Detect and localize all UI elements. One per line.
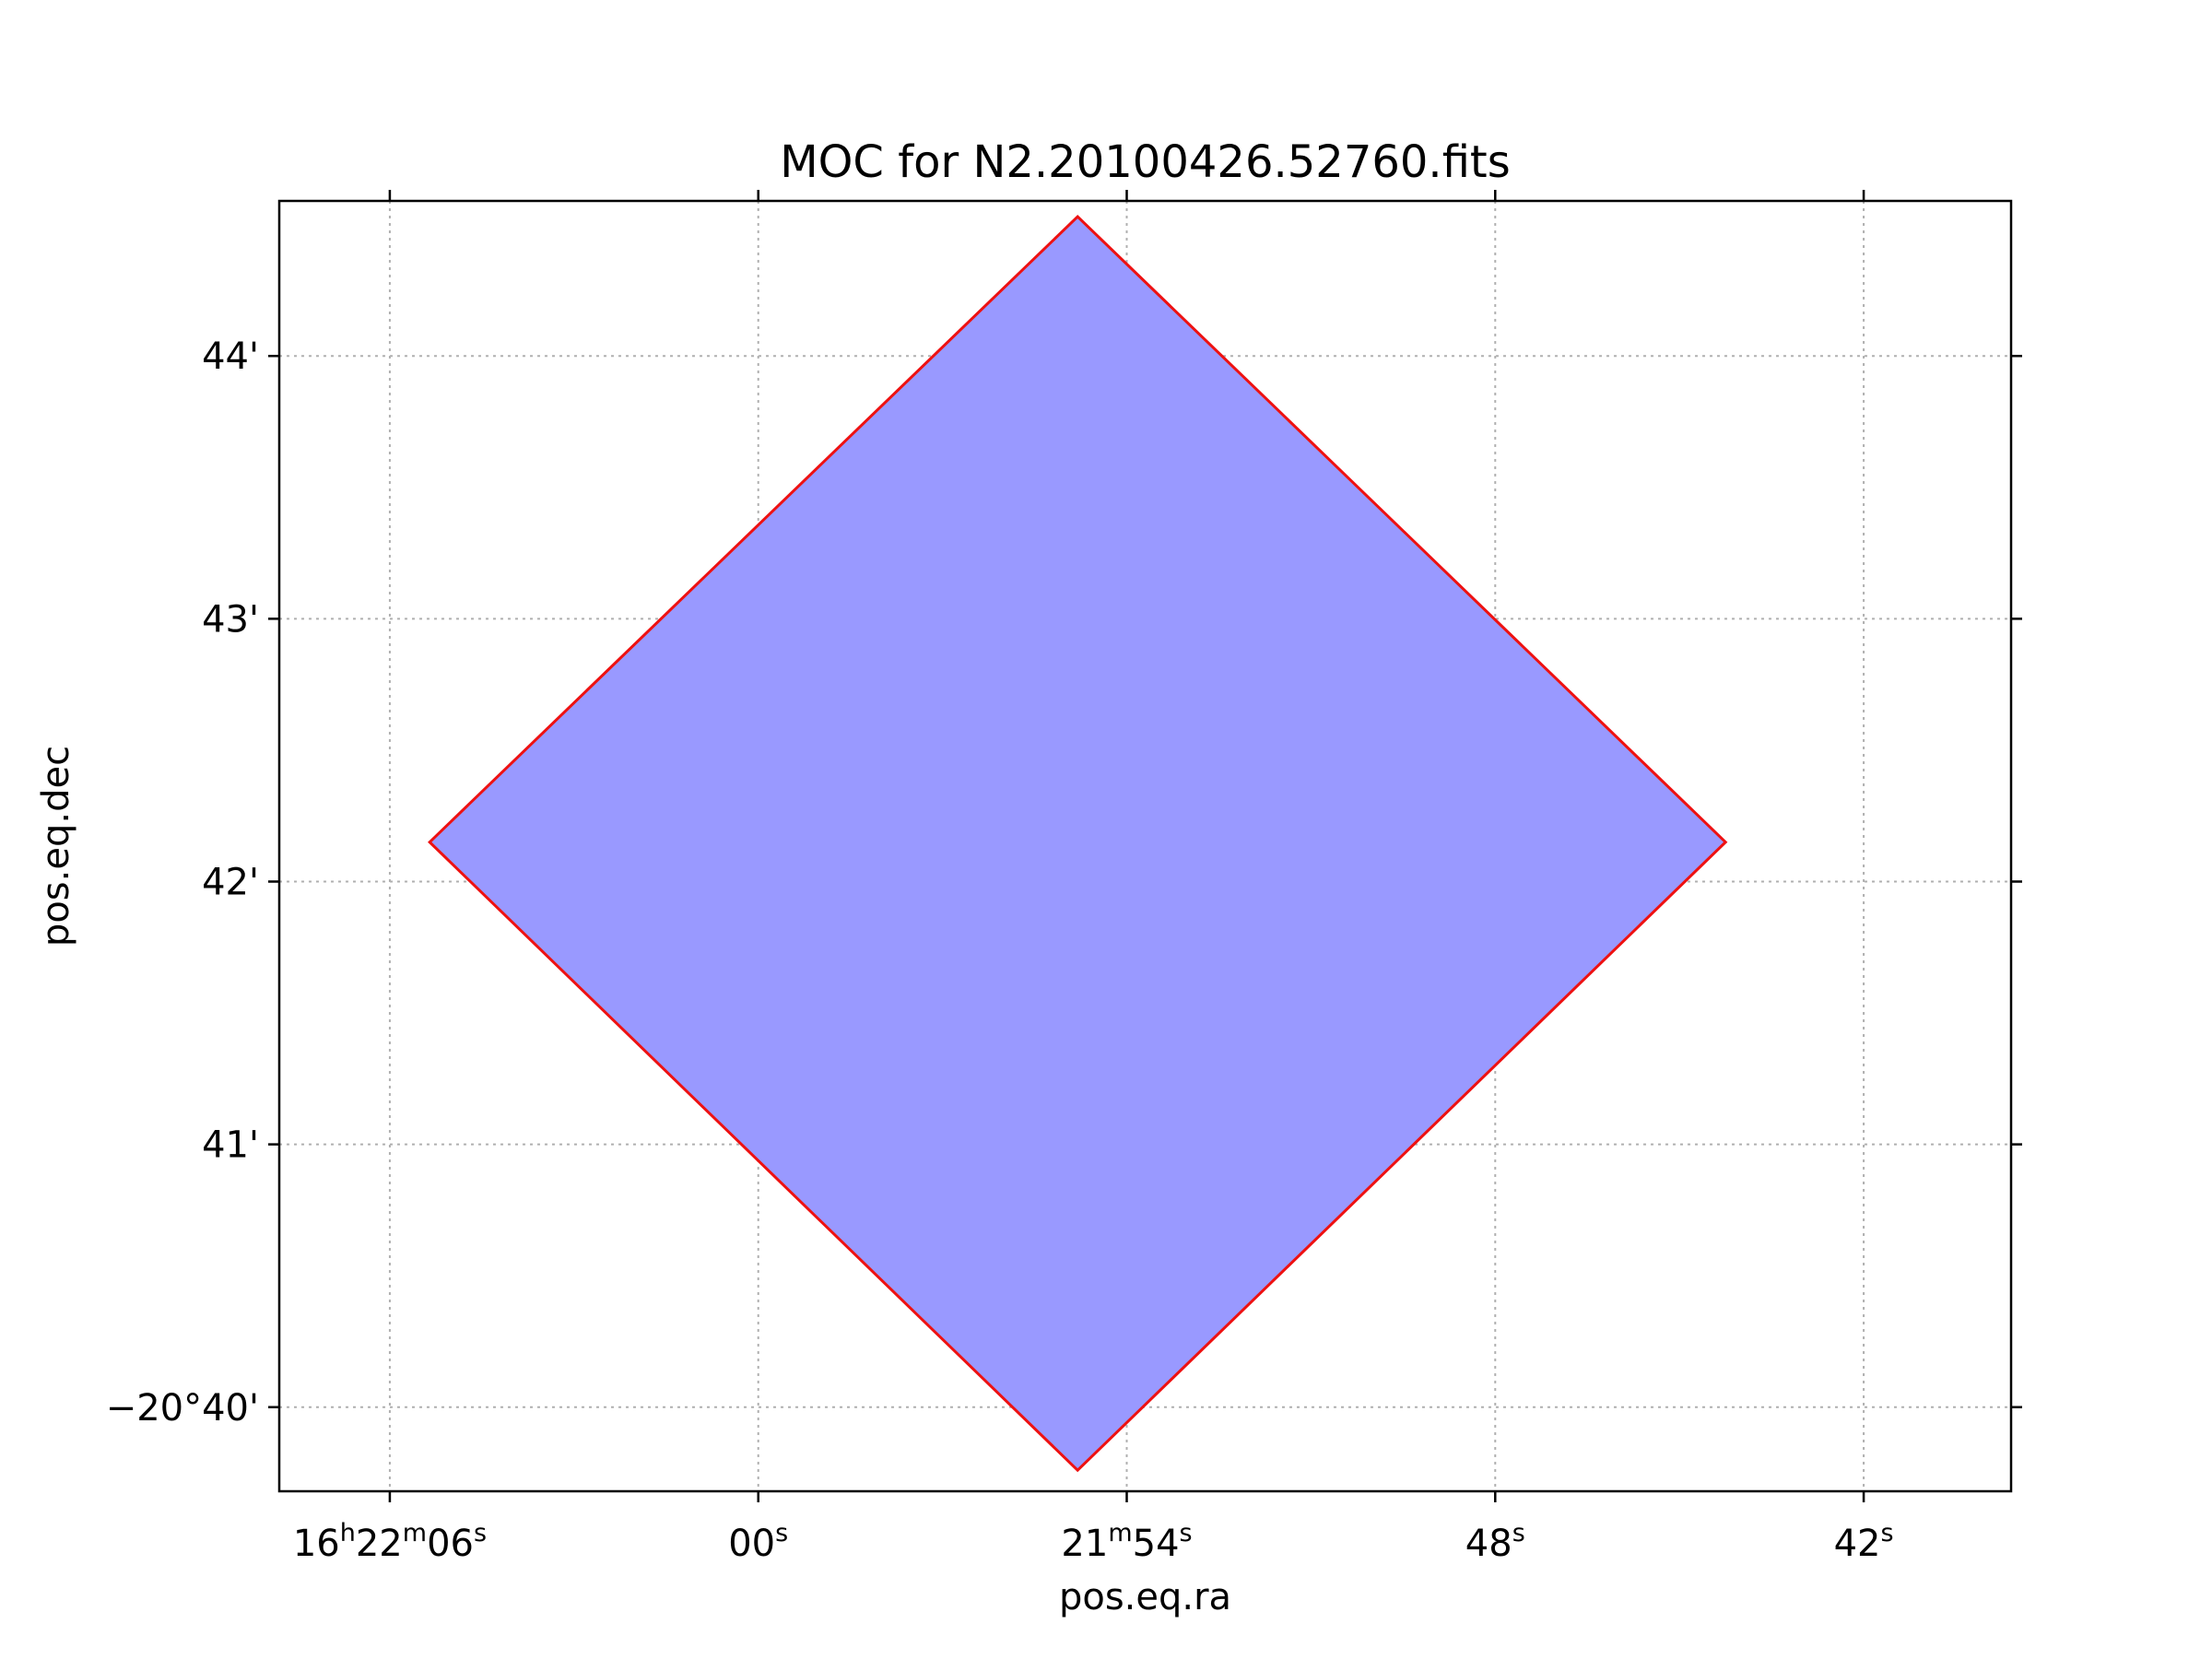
- y-tick-label: 41': [202, 1124, 259, 1167]
- x-tick-label-part: s: [1180, 1519, 1193, 1547]
- x-tick-label: 21m54s: [1061, 1519, 1192, 1565]
- x-tick-label-part: m: [403, 1519, 427, 1547]
- polygon-layer: [428, 215, 1728, 1473]
- y-tick-label: 42': [202, 861, 259, 903]
- x-tick-label-part: m: [1108, 1519, 1132, 1547]
- x-tick-label-part: 16: [293, 1523, 340, 1565]
- x-tick-label: 48s: [1465, 1519, 1525, 1565]
- x-tick-label-part: h: [340, 1519, 356, 1547]
- moc-polygon: [428, 215, 1728, 1473]
- x-tick-label: 00s: [728, 1519, 788, 1565]
- x-tick-label-part: s: [775, 1519, 788, 1547]
- ticks: 16h22m06s 00s 21m54s 48s 42s−20°40'41'42'43'…: [106, 190, 2022, 1565]
- x-tick-label-part: s: [1880, 1519, 1893, 1547]
- x-tick-label-part: 42: [1834, 1523, 1881, 1565]
- y-tick-label: 44': [202, 335, 259, 378]
- x-tick-label-part: 22: [356, 1523, 403, 1565]
- chart-title: MOC for N2.20100426.52760.fits: [780, 136, 1511, 188]
- x-tick-label-part: 21: [1061, 1523, 1108, 1565]
- x-tick-label-part: 54: [1133, 1523, 1180, 1565]
- x-tick-label-part: 48: [1465, 1523, 1512, 1565]
- x-tick-label-part: 00: [728, 1523, 775, 1565]
- x-tick-label-part: s: [474, 1519, 487, 1547]
- x-tick-label-part: 06: [427, 1523, 474, 1565]
- y-axis-label: pos.eq.dec: [35, 746, 77, 947]
- y-tick-label: 43': [202, 598, 259, 641]
- y-tick-label: −20°40': [106, 1387, 259, 1430]
- x-tick-label: 42s: [1834, 1519, 1894, 1565]
- x-tick-label-part: s: [1512, 1519, 1525, 1547]
- x-tick-label: 16h22m06s: [293, 1519, 487, 1565]
- axes-frame: [277, 199, 2013, 1493]
- x-axis-label: pos.eq.ra: [1059, 1576, 1231, 1618]
